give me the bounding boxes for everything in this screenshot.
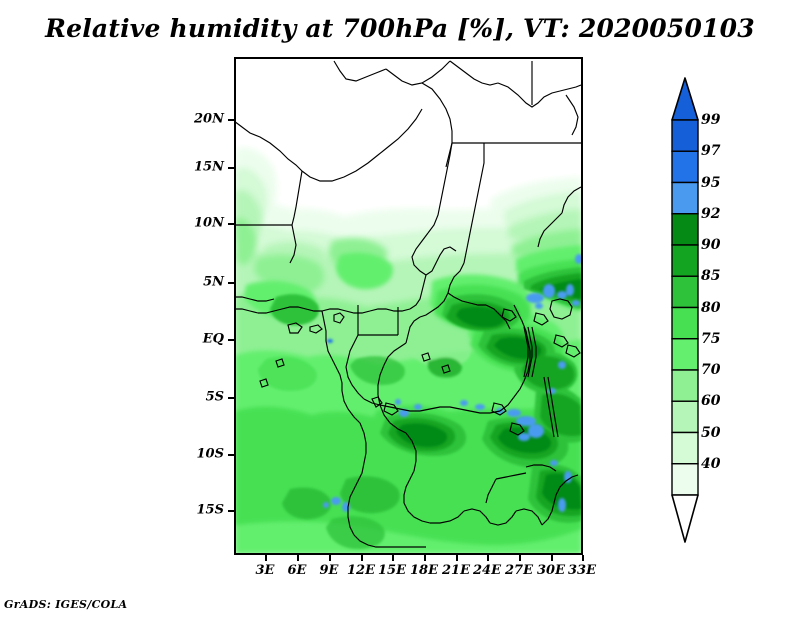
xtick-mark-6E: [297, 555, 299, 561]
ytick-mark-15S: [228, 510, 234, 512]
xtick-label-12E: 12E: [347, 563, 375, 578]
xtick-mark-9E: [329, 555, 331, 561]
xtick-label-24E: 24E: [473, 563, 501, 578]
colorbar-label-75: 75: [701, 331, 721, 347]
high-humidity-blue-patches: [323, 254, 581, 512]
ytick-label-5N: 5N: [203, 274, 224, 290]
ytick-label-15N: 15N: [194, 159, 224, 175]
ytick-label-15S: 15S: [196, 502, 224, 518]
colorbar-label-95: 95: [701, 175, 721, 191]
colorbar-label-40: 40: [701, 456, 721, 472]
humidity-map: [236, 59, 581, 553]
colorbar-label-70: 70: [701, 362, 721, 378]
ytick-mark-20N: [228, 119, 234, 121]
ytick-mark-10S: [228, 454, 234, 456]
ytick-label-20N: 20N: [194, 111, 224, 127]
country-borders: [236, 60, 581, 548]
xtick-mark-3E: [265, 555, 267, 561]
xtick-label-6E: 6E: [287, 563, 307, 578]
xtick-label-30E: 30E: [537, 563, 565, 578]
ytick-mark-10N: [228, 223, 234, 225]
xtick-label-15E: 15E: [378, 563, 406, 578]
colorbar-under-arrow: [671, 494, 699, 543]
xtick-mark-15E: [392, 555, 394, 561]
xtick-mark-24E: [487, 555, 489, 561]
xtick-mark-30E: [551, 555, 553, 561]
colorbar-label-92: 92: [701, 206, 721, 222]
xtick-label-33E: 33E: [568, 563, 596, 578]
xtick-mark-27E: [519, 555, 521, 561]
xtick-label-18E: 18E: [410, 563, 438, 578]
xtick-mark-21E: [456, 555, 458, 561]
xtick-mark-18E: [424, 555, 426, 561]
humidity-shading: [236, 59, 581, 553]
colorbar: 99 97 95 92 90 85 80 75 70 60 50 40: [655, 70, 785, 560]
footer-attribution: GrADS: IGES/COLA: [4, 598, 128, 611]
ytick-mark-5N: [228, 282, 234, 284]
colorbar-label-85: 85: [701, 268, 721, 284]
xtick-label-3E: 3E: [255, 563, 275, 578]
xtick-label-9E: 9E: [319, 563, 339, 578]
colorbar-label-97: 97: [701, 143, 721, 159]
xtick-label-21E: 21E: [442, 563, 470, 578]
ytick-label-EQ: EQ: [202, 331, 224, 347]
xtick-mark-12E: [361, 555, 363, 561]
ytick-label-10S: 10S: [196, 446, 224, 462]
xtick-mark-33E: [582, 555, 584, 561]
ytick-mark-5S: [228, 397, 234, 399]
colorbar-label-60: 60: [701, 393, 721, 409]
ytick-mark-15N: [228, 167, 234, 169]
colorbar-over-arrow: [671, 77, 699, 121]
colorbar-swatches: [671, 77, 699, 543]
colorbar-label-99: 99: [701, 112, 721, 128]
colorbar-label-50: 50: [701, 425, 721, 441]
ytick-label-5S: 5S: [205, 389, 224, 405]
ytick-label-10N: 10N: [194, 215, 224, 231]
colorbar-label-90: 90: [701, 237, 721, 253]
page-title: Relative humidity at 700hPa [%], VT: 202…: [45, 14, 755, 43]
map-plot-area: 20N 15N 10N 5N EQ 5S 10S 15S 3E 6E 9E 12…: [194, 57, 596, 578]
ytick-mark-EQ: [228, 339, 234, 341]
xtick-label-27E: 27E: [505, 563, 533, 578]
colorbar-label-80: 80: [701, 300, 721, 316]
map-frame: [234, 57, 583, 555]
